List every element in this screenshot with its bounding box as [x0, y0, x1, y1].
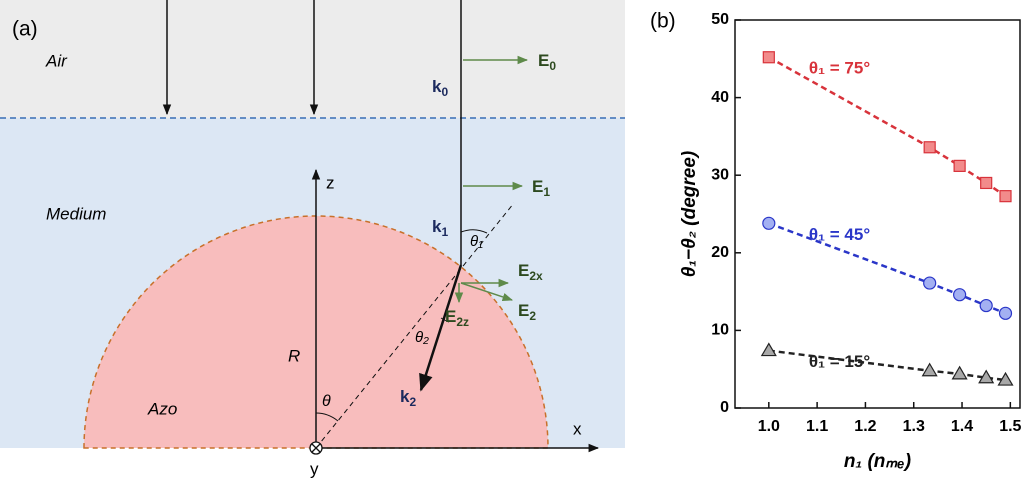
vector-base: E	[538, 51, 549, 70]
vector-sub: 2z	[456, 315, 469, 329]
region-label: Azo	[147, 399, 177, 418]
x-tick-label: 1.5	[999, 418, 1021, 435]
region-label: Air	[45, 51, 68, 70]
vector-sub: 2	[529, 309, 536, 323]
axis-label: x	[573, 419, 582, 438]
figure: (a) Air Medium Azo z x y R θ θ₁ θ₂ k0k1k…	[0, 0, 1028, 483]
plot-frame	[735, 20, 1020, 408]
x-tick-label: 1.4	[951, 418, 973, 435]
series-label: θ₁ = 15°	[809, 352, 871, 371]
x-tick-label: 1.3	[903, 418, 925, 435]
y-tick-label: 50	[711, 11, 729, 28]
x-tick-label: 1.0	[758, 418, 780, 435]
marker	[762, 344, 776, 356]
y-tick-label: 0	[720, 399, 729, 416]
marker	[924, 142, 935, 153]
region-label: Medium	[46, 204, 106, 223]
trend-line	[769, 57, 1006, 196]
vector-sub: 1	[543, 185, 550, 199]
y-tick-label: 40	[711, 89, 729, 106]
x-axis-label: n₁ (nₘₑ)	[844, 451, 911, 472]
vector-base: E	[518, 261, 529, 280]
panel-a: (a) Air Medium Azo z x y R θ θ₁ θ₂ k0k1k…	[0, 0, 625, 478]
marker	[1000, 191, 1011, 202]
vector-sub: 0	[549, 59, 556, 73]
series-label: θ₁ = 75°	[809, 59, 871, 78]
panel-label: (b)	[650, 10, 676, 33]
vector-base: E	[518, 301, 529, 320]
vector-sub: 0	[441, 85, 448, 99]
trend-line	[769, 223, 1006, 313]
angle-label: θ₂	[415, 329, 429, 346]
air-region	[0, 0, 625, 118]
vector-sub: 2x	[529, 269, 543, 283]
y-tick-label: 10	[711, 322, 729, 339]
y-tick-label: 30	[711, 166, 729, 183]
series-label: θ₁ = 45°	[809, 225, 871, 244]
marker	[763, 52, 774, 63]
marker	[954, 160, 965, 171]
x-tick-label: 1.2	[854, 418, 876, 435]
marker	[954, 289, 966, 301]
vector-sub: 1	[441, 225, 448, 239]
axis-label: z	[326, 173, 335, 192]
axis-label: y	[310, 459, 319, 478]
vector-base: E	[445, 307, 456, 326]
marker	[924, 277, 936, 289]
angle-label: θ	[322, 393, 331, 410]
marker	[980, 300, 992, 312]
panel-label: (a)	[12, 18, 38, 41]
marker	[981, 177, 992, 188]
vector-sub: 2	[409, 395, 416, 409]
angle-label: θ₁	[470, 233, 483, 250]
radius-label: R	[288, 346, 300, 365]
panel-b: (b) 0 10 20 30 40 50 1.0 1.1 1.2 1.3 1.4 1.5 n₁ (nₘₑ)…	[650, 10, 1022, 472]
marker	[763, 217, 775, 229]
y-tick-label: 20	[711, 244, 729, 261]
marker	[953, 367, 967, 379]
y-axis-label: θ₁−θ₂ (degree)	[679, 151, 700, 277]
marker	[923, 364, 937, 376]
trend-line	[769, 351, 1006, 380]
x-tick-label: 1.1	[806, 418, 828, 435]
marker	[1000, 307, 1012, 319]
vector-base: E	[532, 177, 543, 196]
